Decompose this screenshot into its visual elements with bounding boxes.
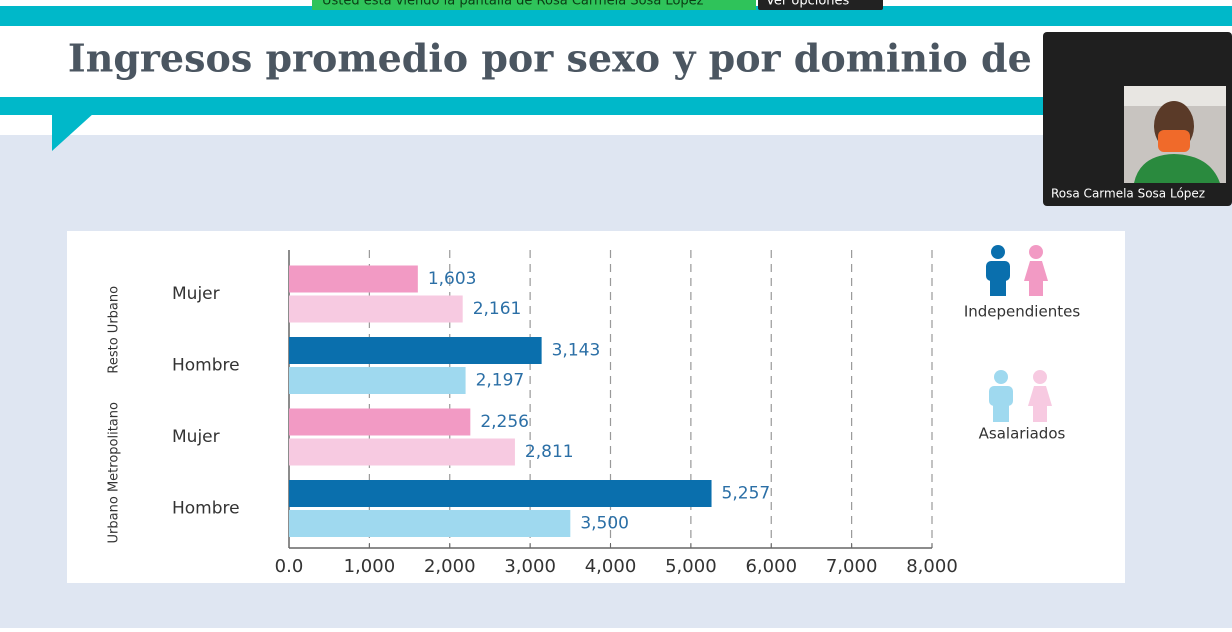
bottom-band [0, 97, 1232, 115]
x-tick-label: 1,000 [344, 556, 396, 577]
legend-label: Independientes [964, 303, 1080, 321]
category-label: Hombre [172, 356, 240, 376]
bar [289, 265, 418, 293]
category-label: Mujer [172, 284, 220, 304]
legend-independientes-icon [986, 245, 1048, 296]
value-label: 5,257 [722, 484, 771, 504]
slide-title: Ingresos promedio por sexo y por dominio… [68, 36, 1202, 81]
bar [289, 438, 515, 466]
options-button-text[interactable]: Ver opciones [766, 0, 850, 9]
legend-label: Asalariados [979, 425, 1066, 443]
video-wall [1124, 86, 1226, 106]
chart-area [67, 231, 1125, 583]
legend-asalariados-icon [989, 370, 1052, 422]
bar [289, 337, 542, 364]
bar [289, 295, 463, 323]
bar [289, 480, 712, 507]
bar [289, 408, 471, 436]
share-banner-text: Usted está viendo la pantalla de Rosa Ca… [322, 0, 704, 9]
x-tick-label: 2,000 [424, 556, 476, 577]
video-person-mask [1158, 130, 1190, 152]
participant-name: Rosa Carmela Sosa López [1051, 187, 1205, 201]
x-tick-label: 3,000 [504, 556, 556, 577]
chart: 0.0 1,000 2,000 3,000 4,000 5,000 6,000 7,000 8,… [107, 250, 958, 577]
bar [289, 510, 571, 537]
bar [289, 367, 466, 394]
value-label: 2,256 [480, 412, 529, 432]
category-label: Mujer [172, 427, 220, 447]
x-tick-label: 7,000 [826, 556, 878, 577]
bubble-tail [52, 113, 94, 151]
top-band [0, 6, 1232, 26]
x-tick-label: 8,000 [906, 556, 958, 577]
share-banner [312, 0, 756, 10]
value-label: 2,161 [473, 299, 522, 319]
x-tick-label: 5,000 [665, 556, 717, 577]
options-button[interactable] [758, 0, 883, 10]
x-tick-label: 0.0 [275, 556, 304, 577]
value-label: 2,811 [525, 442, 574, 462]
value-label: 1,603 [428, 269, 477, 289]
group-label: Resto Urbano [107, 286, 122, 374]
value-label: 3,143 [552, 341, 601, 361]
value-label: 3,500 [580, 514, 629, 534]
value-label: 2,197 [476, 371, 525, 391]
video-person-body [1134, 154, 1220, 183]
category-label: Hombre [172, 499, 240, 519]
x-tick-label: 6,000 [745, 556, 797, 577]
x-tick-label: 4,000 [585, 556, 637, 577]
group-label: Urbano Metropolitano [107, 402, 122, 543]
